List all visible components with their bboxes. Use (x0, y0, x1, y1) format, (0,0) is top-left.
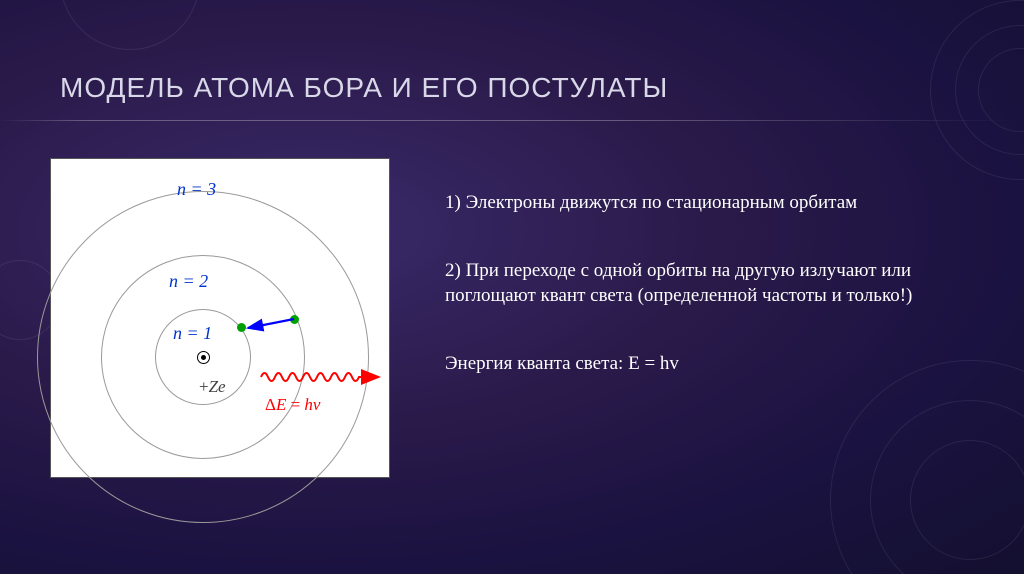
orbit-label-n3: n = 3 (177, 179, 216, 200)
postulate-2: 2) При переходе с одной орбиты на другую… (445, 258, 975, 309)
photon-label: ΔE = hν (265, 395, 320, 415)
postulate-1: 1) Электроны движутся по стационарным ор… (445, 190, 975, 216)
nucleus-label: +Ze (199, 377, 226, 397)
electron-inner (237, 323, 246, 332)
photon-energy-formula: Энергия кванта света: E = hv (445, 351, 975, 377)
orbit-label-n2: n = 2 (169, 271, 208, 292)
bohr-diagram: +Ze n = 3 n = 2 n = 1 ΔE = hν (50, 158, 390, 478)
nucleus-dot (201, 355, 206, 360)
title-underline (0, 120, 1024, 121)
postulates-block: 1) Электроны движутся по стационарным ор… (445, 190, 975, 377)
orbit-label-n1: n = 1 (173, 323, 212, 344)
electron-outer (290, 315, 299, 324)
slide-title: МОДЕЛЬ АТОМА БОРА И ЕГО ПОСТУЛАТЫ (60, 72, 668, 104)
